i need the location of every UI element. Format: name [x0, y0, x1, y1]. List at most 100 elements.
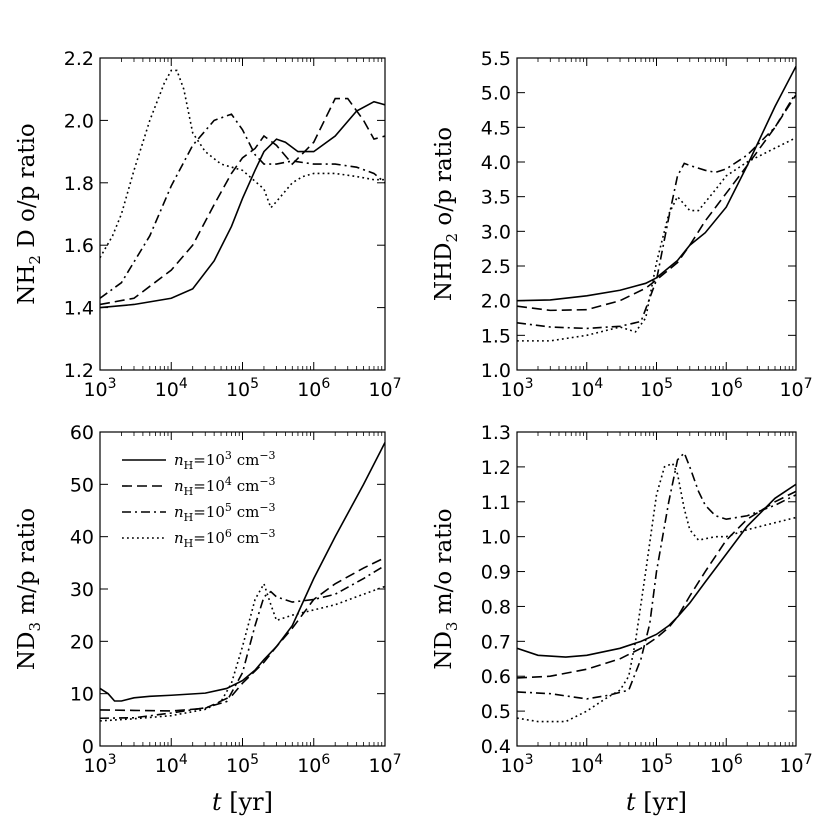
legend-label: nH=105 cm−3 [174, 501, 276, 524]
y-axis-label: ND3 m/o ratio [431, 508, 461, 669]
x-axis-label: t [yr] [212, 788, 273, 816]
y-tick-label: 1.6 [64, 235, 94, 257]
x-tick-label-part: 3 [525, 752, 534, 768]
x-tick-label-part: 3 [108, 376, 117, 392]
legend-label-part: cm [232, 503, 259, 521]
x-tick-label-part: 3 [525, 376, 534, 392]
x-tick-label-part: 10 [500, 755, 524, 777]
x-axis-label-part: [yr] [222, 788, 273, 816]
series-line-solid [100, 100, 385, 309]
x-tick-label-part: 7 [393, 752, 402, 768]
x-tick-label-part: 10 [155, 379, 179, 401]
axes-frame [516, 57, 797, 371]
y-tick-label: 3.0 [481, 221, 511, 243]
y-axis-label-part: m/o ratio [431, 508, 457, 621]
series-line-dotted [100, 69, 385, 259]
x-tick-label-part: 10 [297, 755, 321, 777]
x-tick-label: 106 [297, 376, 330, 401]
legend-label-part: =10 [193, 503, 225, 521]
y-tick-label: 10 [70, 684, 94, 706]
y-axis-label: ND3 m/p ratio [14, 508, 44, 670]
legend-label-part: n [174, 477, 184, 495]
y-tick-label: 2.0 [481, 291, 511, 313]
x-axis-label-part: t [212, 788, 222, 816]
x-tick-label: 105 [226, 376, 259, 401]
y-tick-label: 1.2 [64, 360, 94, 382]
x-tick-label-part: 3 [108, 752, 117, 768]
y-tick-label: 1.4 [64, 298, 94, 320]
x-tick-label-part: 6 [321, 376, 330, 392]
y-tick-label: 30 [70, 579, 94, 601]
x-tick-label-part: 7 [804, 752, 813, 768]
y-tick-label: 0.4 [481, 736, 511, 758]
series-line-dashdot [100, 564, 385, 720]
x-tick-label: 107 [779, 752, 812, 777]
x-tick-label: 107 [779, 376, 812, 401]
x-tick-label-part: 10 [640, 379, 664, 401]
x-tick-label-part: 4 [594, 376, 603, 392]
x-tick-label: 104 [155, 376, 188, 401]
legend-label-part: H [184, 485, 194, 498]
y-tick-label: 4.5 [481, 117, 511, 139]
legend-label-part: −3 [259, 527, 275, 540]
x-tick-label: 103 [500, 376, 533, 401]
y-tick-label: 20 [70, 631, 94, 653]
x-tick-label-part: 10 [368, 379, 392, 401]
series-line-solid [517, 483, 796, 658]
axes-frame [99, 57, 386, 371]
series-line-dashed [517, 94, 796, 312]
x-tick-label-part: 4 [594, 752, 603, 768]
legend-label-part: −3 [259, 475, 275, 488]
legend-label-part: =10 [193, 477, 225, 495]
series-line-dashed [100, 556, 385, 712]
x-tick-label-part: 7 [393, 376, 402, 392]
series-line-dashdot [100, 113, 385, 299]
y-tick-label: 0.6 [481, 666, 511, 688]
legend-label: nH=103 cm−3 [174, 449, 276, 472]
y-tick-label: 1.5 [481, 325, 511, 347]
x-tick-label-part: 7 [804, 376, 813, 392]
series-line-dotted [517, 462, 796, 723]
legend-label-part: =10 [193, 451, 225, 469]
x-tick-label-part: 10 [83, 379, 107, 401]
series-line-dashed [517, 490, 796, 679]
x-tick-label-part: 10 [779, 379, 803, 401]
y-tick-label: 0.9 [481, 562, 511, 584]
x-tick-label-part: 10 [570, 379, 594, 401]
x-tick-label: 104 [155, 752, 188, 777]
y-axis-label-part: ND [14, 632, 40, 671]
legend-label-part: cm [232, 477, 259, 495]
y-tick-label: 0.7 [481, 631, 511, 653]
legend-label-part: H [184, 459, 194, 472]
y-axis-label-part: m/p ratio [14, 508, 40, 622]
y-axis-label-part: 3 [443, 622, 461, 632]
x-tick-label: 103 [500, 752, 533, 777]
y-axis-label: NH2 D o/p ratio [14, 123, 44, 305]
y-tick-label: 4.0 [481, 152, 511, 174]
legend-label-part: cm [232, 529, 259, 547]
y-tick-label: 0.5 [481, 701, 511, 723]
legend-label-part: H [184, 537, 194, 550]
y-tick-label: 2.2 [64, 48, 94, 70]
x-tick-label-part: 5 [250, 376, 259, 392]
x-tick-label: 107 [368, 752, 401, 777]
x-tick-label-part: 10 [570, 755, 594, 777]
y-tick-label: 2.5 [481, 256, 511, 278]
y-axis-label-part: NHD [431, 243, 457, 302]
legend-label: nH=106 cm−3 [174, 527, 276, 550]
x-tick-label: 106 [297, 752, 330, 777]
x-tick-label-part: 6 [734, 376, 743, 392]
y-tick-label: 40 [70, 527, 94, 549]
y-tick-label: 1.0 [481, 360, 511, 382]
x-tick-label-part: 10 [640, 755, 664, 777]
y-axis-label-part: o/p ratio [431, 127, 457, 233]
axes-frame [516, 431, 797, 747]
y-tick-label: 1.2 [481, 457, 511, 479]
y-tick-label: 0 [82, 736, 94, 758]
legend-label-part: 4 [225, 475, 232, 488]
legend-label-part: cm [232, 451, 259, 469]
panel-top-right: 103 104 105 106 1071.01.52.02.53.03.54.04.55… [431, 48, 813, 401]
legend-label-part: 3 [225, 449, 232, 462]
x-axis-label-part: t [626, 788, 636, 816]
